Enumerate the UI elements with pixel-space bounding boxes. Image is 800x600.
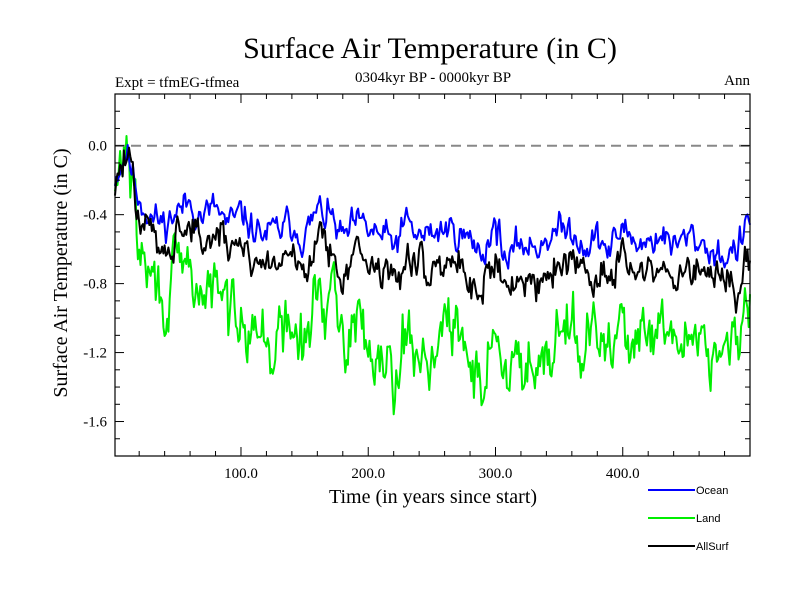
- legend-label-land: Land: [696, 513, 720, 525]
- series-line-land: [114, 135, 751, 416]
- y-tick-label: -0.8: [83, 277, 107, 293]
- period-label: 0304kyr BP - 0000kyr BP: [355, 70, 511, 86]
- series-line-allsurf: [114, 146, 751, 314]
- legend-label-ocean: Ocean: [696, 485, 728, 497]
- season-label: Ann: [724, 73, 750, 89]
- y-tick-label: -1.6: [83, 415, 107, 431]
- y-axis-label: Surface Air Temperature (in C): [50, 148, 72, 397]
- plot-frame: [114, 93, 751, 457]
- x-tick-label: 400.0: [606, 466, 640, 482]
- x-tick-label: 200.0: [351, 466, 385, 482]
- series-line-ocean: [114, 144, 751, 270]
- x-tick-label: 300.0: [479, 466, 513, 482]
- y-tick-label: -0.4: [83, 208, 107, 224]
- legend-label-allsurf: AllSurf: [696, 541, 729, 553]
- x-tick-labels: 100.0 200.0 300.0 400.0: [224, 466, 640, 482]
- experiment-label: Expt = tfmEG-tfmea: [115, 75, 240, 91]
- legend: Ocean Land AllSurf: [648, 485, 729, 553]
- y-tick-labels: 0.0 -0.4 -0.8 -1.2 -1.6: [83, 139, 107, 431]
- x-tick-label: 100.0: [224, 466, 258, 482]
- series-layer: [114, 135, 751, 416]
- chart-title: Surface Air Temperature (in C): [243, 32, 617, 65]
- y-tick-label: 0.0: [88, 139, 107, 155]
- y-tick-label: -1.2: [83, 346, 107, 362]
- axis-ticks: [115, 94, 750, 456]
- x-axis-label: Time (in years since start): [329, 486, 537, 508]
